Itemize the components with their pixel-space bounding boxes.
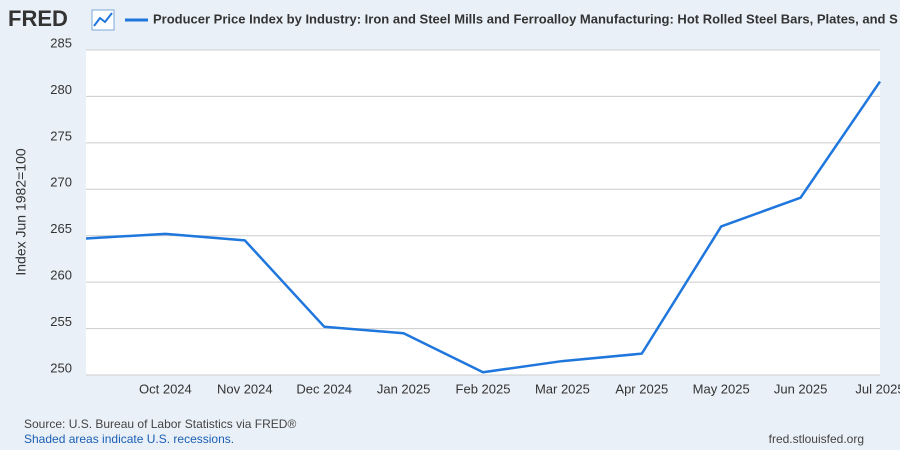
recession-note[interactable]: Shaded areas indicate U.S. recessions. [24, 432, 234, 446]
x-tick-label: Nov 2024 [217, 381, 273, 396]
x-tick-label: Mar 2025 [535, 381, 590, 396]
legend-label: Producer Price Index by Industry: Iron a… [153, 11, 898, 26]
plot-area [86, 50, 880, 375]
y-tick-label: 285 [50, 35, 72, 50]
x-tick-label: Jan 2025 [377, 381, 431, 396]
y-tick-label: 280 [50, 82, 72, 97]
y-tick-label: 270 [50, 175, 72, 190]
y-tick-label: 255 [50, 314, 72, 329]
logo[interactable]: FRED [8, 6, 68, 31]
x-tick-label: May 2025 [693, 381, 750, 396]
logo-icon-line [93, 12, 113, 27]
y-tick-label: 265 [50, 221, 72, 236]
y-tick-label: 275 [50, 128, 72, 143]
x-tick-label: Oct 2024 [139, 381, 192, 396]
x-tick-label: Feb 2025 [456, 381, 511, 396]
url[interactable]: fred.stlouisfed.org [769, 432, 864, 446]
x-tick-label: Jun 2025 [774, 381, 828, 396]
data-line [85, 80, 882, 374]
x-tick-label: Jul 2025 [855, 381, 900, 396]
x-tick-label: Apr 2025 [615, 381, 668, 396]
source: Source: U.S. Bureau of Labor Statistics … [24, 417, 296, 431]
y-axis-label: Index Jun 1982=100 [13, 148, 29, 275]
y-tick-label: 260 [50, 268, 72, 283]
y-tick-label: 250 [50, 360, 72, 375]
x-tick-label: Dec 2024 [296, 381, 352, 396]
